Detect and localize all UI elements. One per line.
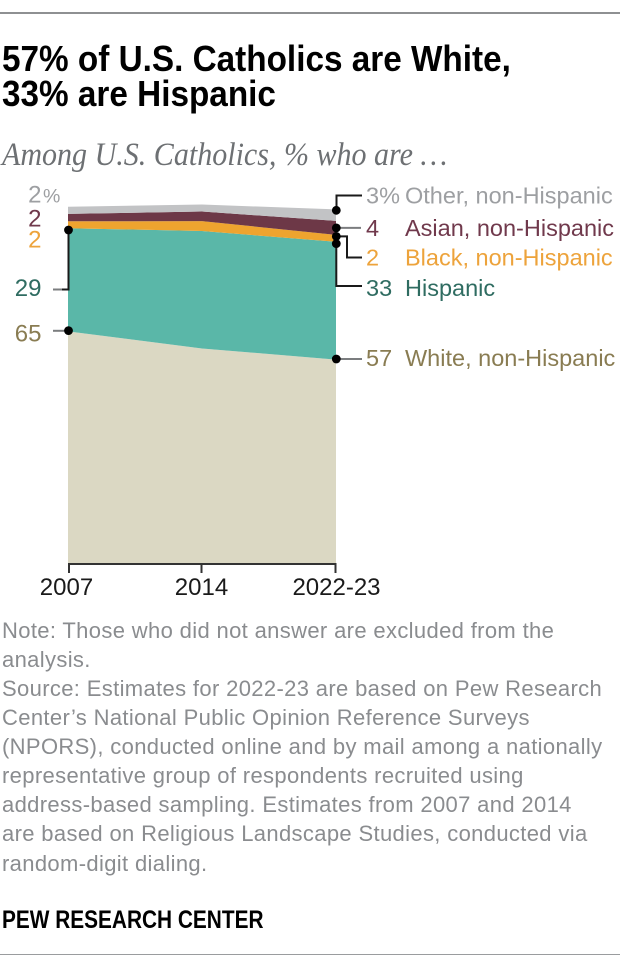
svg-text:2014: 2014 <box>175 574 228 601</box>
svg-text:29: 29 <box>15 275 42 302</box>
svg-text:2: 2 <box>28 205 41 232</box>
svg-text:Black, non-Hispanic: Black, non-Hispanic <box>405 245 613 271</box>
svg-text:Hispanic: Hispanic <box>405 275 495 301</box>
svg-text:2: 2 <box>28 226 41 253</box>
svg-text:Asian, non-Hispanic: Asian, non-Hispanic <box>405 215 614 241</box>
svg-text:%: % <box>43 186 60 208</box>
svg-text:2007: 2007 <box>40 574 93 601</box>
svg-text:57: 57 <box>366 345 392 371</box>
svg-text:2: 2 <box>366 245 379 271</box>
svg-text:2: 2 <box>28 182 41 209</box>
svg-text:3%: 3% <box>366 183 400 209</box>
svg-text:33: 33 <box>366 275 392 301</box>
svg-text:2022-23: 2022-23 <box>292 574 380 601</box>
svg-text:White, non-Hispanic: White, non-Hispanic <box>405 345 616 371</box>
svg-text:Other, non-Hispanic: Other, non-Hispanic <box>405 183 613 209</box>
svg-text:4: 4 <box>366 215 379 241</box>
svg-text:65: 65 <box>15 321 42 348</box>
